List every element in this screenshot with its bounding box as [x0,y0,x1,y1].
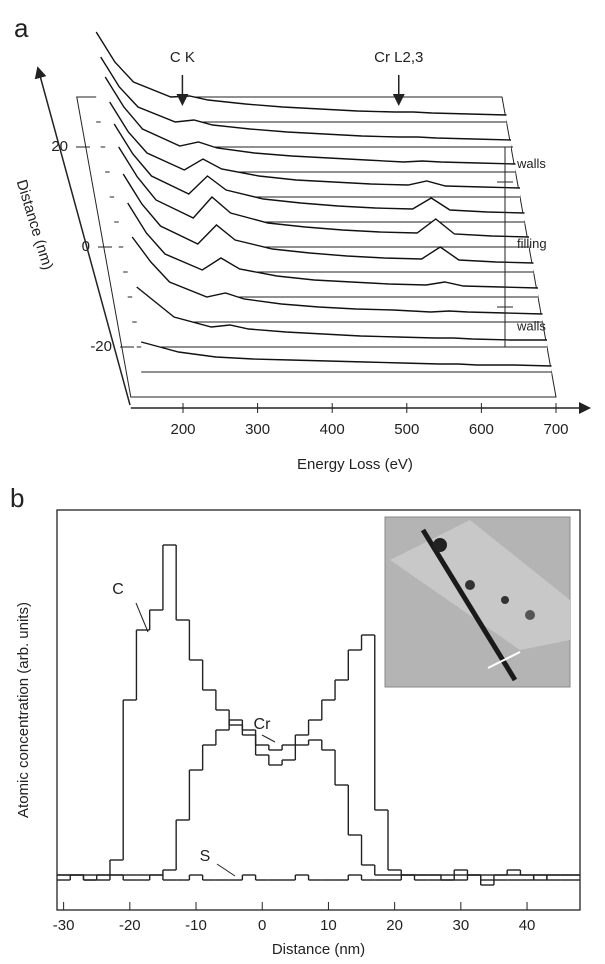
region-label: walls [516,156,546,171]
x-tick-label: 400 [320,421,345,438]
series-label: Cr [254,716,272,733]
edge-label: C K [170,49,195,66]
x-tick-label: 10 [320,917,337,934]
x-tick-label: 200 [170,421,195,438]
x-tick-label: 300 [245,421,270,438]
spectrum [136,286,547,341]
trace-fill [132,237,543,325]
plot-frame [56,509,581,911]
trace-fill [127,203,538,300]
edge-label: Cr L2,3 [374,49,423,66]
x-tick-label: -30 [53,917,75,934]
x-tick-label: 30 [452,917,469,934]
trace-fill [96,32,507,125]
x-axis-label: Energy Loss (eV) [297,456,413,473]
trace-fill [123,174,534,275]
series [57,719,580,876]
trace-fill [105,77,516,175]
spectrum [104,76,516,165]
panel-label: a [14,13,29,43]
trace-fill [141,342,552,375]
series [57,874,580,881]
spectrum [127,202,539,289]
y-tick-label: -20 [90,338,112,355]
x-tick-label: 40 [519,917,536,934]
panel-label: b [10,483,24,513]
series-label: S [200,848,211,865]
label-leader [261,734,276,743]
label-leader [216,863,236,877]
x-axis-label: Distance (nm) [272,941,365,958]
x-tick-label: 600 [469,421,494,438]
trace-fill [114,124,525,225]
spectrum [122,173,534,264]
spectrum [113,123,525,214]
trace-fill [109,102,520,200]
spectrum [131,236,543,315]
spectrum [100,56,512,141]
x-tick-label: -20 [119,917,141,934]
region-label: walls [516,318,546,333]
series-label: C [112,581,124,598]
y-axis [34,66,131,406]
inset-image [384,516,571,688]
x-tick-label: 0 [258,917,266,934]
trace-fill [100,57,511,150]
trace-fill [118,147,529,250]
y-axis-label: Atomic concentration (arb. units) [15,602,32,818]
y-tick-label: 20 [51,138,68,155]
spectrum [95,31,507,116]
spectrum [109,101,521,189]
y-tick-label: 0 [82,238,90,255]
x-tick-label: 20 [386,917,403,934]
trace-fill [136,287,547,350]
x-tick-label: -10 [185,917,207,934]
y-axis-label: Distance (nm) [13,178,57,272]
label-leader [135,602,149,633]
spectrum [118,146,530,238]
region-bracket [497,306,513,348]
region-label: filling [517,236,547,251]
spectrum [141,341,552,367]
x-tick-label: 500 [394,421,419,438]
x-tick-label: 700 [543,421,568,438]
